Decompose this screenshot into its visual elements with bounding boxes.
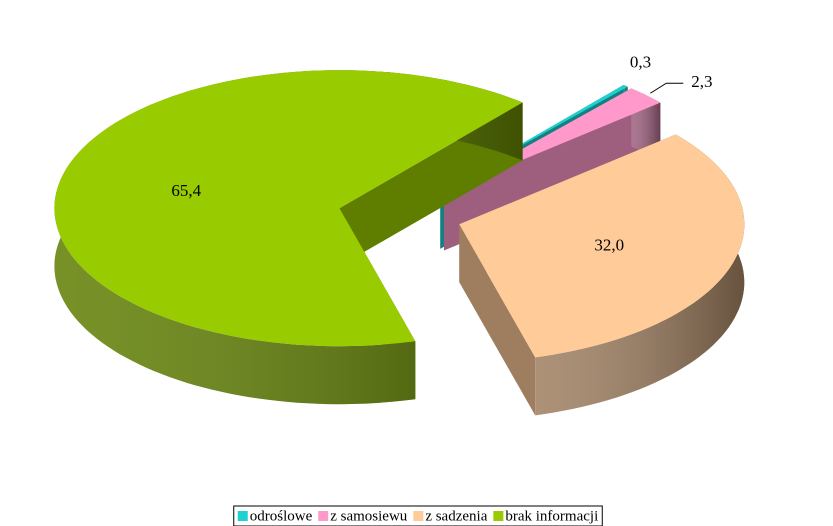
legend-swatch [237,511,248,521]
legend-swatch [318,511,329,521]
legend-label: z samosiewu [330,508,408,524]
slice-wall [459,224,536,416]
slice [54,70,523,405]
slice-side-shade [535,134,745,416]
data-label: 0,3 [630,53,651,72]
legend-swatch [493,511,504,521]
data-label: 65,4 [171,181,201,200]
legend-swatch [413,511,424,521]
slice-top [54,70,523,347]
legend: odroślowe z samosiewu z sadzenia brak infor… [233,505,603,526]
data-label: 32,0 [594,235,624,254]
legend-label: z sadzenia [425,508,487,524]
slice-top [459,134,745,358]
legend-label: brak informacji [505,508,598,524]
data-label: 2,3 [691,72,712,91]
leader-line [650,82,684,94]
legend-label: odroślowe [250,508,313,524]
slice [459,134,745,416]
